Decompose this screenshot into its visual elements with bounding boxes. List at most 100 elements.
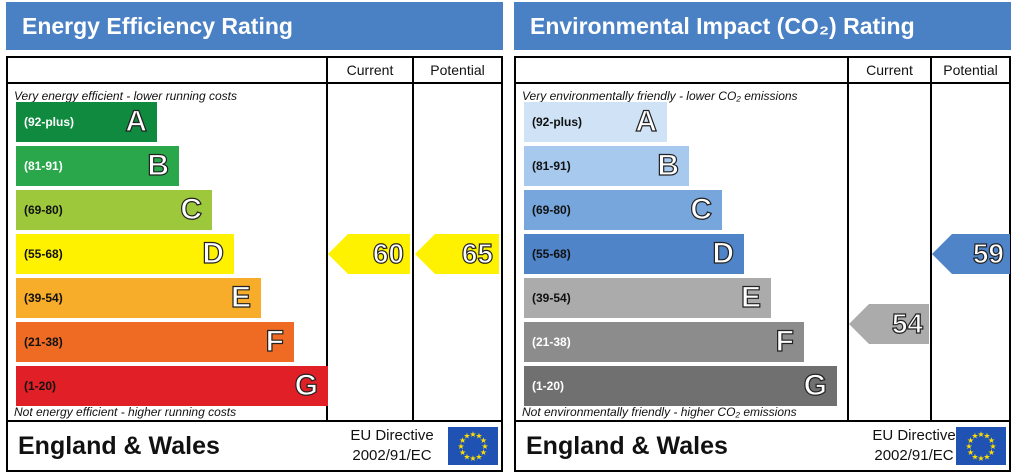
band-range-label: (69-80) xyxy=(24,203,63,217)
arrow-shape xyxy=(415,234,499,274)
eu-stars: ★★★★★★★★★★★★ xyxy=(457,430,488,463)
band-c: (69-80) C xyxy=(16,190,212,230)
footer-region: England & Wales xyxy=(18,432,220,460)
star-icon: ★ xyxy=(463,452,470,461)
band-range-label: (21-38) xyxy=(532,335,571,349)
star-icon: ★ xyxy=(965,442,972,451)
current-column-header: Current xyxy=(346,62,394,78)
band-letter: G xyxy=(803,368,828,402)
potential-column-header: Potential xyxy=(943,62,998,78)
current-rating-arrow: 60 xyxy=(328,234,410,274)
band-letter: D xyxy=(712,236,735,270)
band-range-label: (81-91) xyxy=(24,159,63,173)
band-letter: F xyxy=(265,324,285,358)
bottom-scale-note: Not energy efficient - higher running co… xyxy=(14,405,237,419)
arrow-shape xyxy=(932,234,1010,274)
directive-line-1: EU Directive xyxy=(350,427,434,444)
band-a: (92-plus) A xyxy=(524,102,667,142)
column-divider xyxy=(930,58,932,420)
band-b: (81-91) B xyxy=(16,146,179,186)
panel-title: Environmental Impact (CO₂) Rating xyxy=(514,2,1011,50)
star-icon: ★ xyxy=(988,436,995,445)
band-range-label: (69-80) xyxy=(532,203,571,217)
band-range-label: (1-20) xyxy=(24,379,57,393)
band-a: (92-plus) A xyxy=(16,102,157,142)
arrow-shape xyxy=(849,304,929,344)
band-g: (1-20) G xyxy=(16,366,328,406)
footer: England & Wales EU Directive 2002/91/EC … xyxy=(514,422,1011,472)
star-icon: ★ xyxy=(459,448,466,457)
current-rating-arrow: 54 xyxy=(849,304,929,344)
potential-rating-value: 65 xyxy=(461,237,493,269)
star-icon: ★ xyxy=(971,452,978,461)
current-arrow-polygon xyxy=(328,234,410,274)
eu-flag-icon: ★ ★ ★ ★ ★ ★ ★ ★ ★ ★ ★ ★ xyxy=(448,427,498,465)
band-range-label: (55-68) xyxy=(532,247,571,261)
star-icon: ★ xyxy=(977,454,984,463)
environmental-impact-panel: Environmental Impact (CO₂) Rating Curren… xyxy=(514,0,1011,473)
star-icon: ★ xyxy=(475,452,482,461)
star-icon: ★ xyxy=(967,436,974,445)
band-letter: A xyxy=(125,104,148,138)
band-range-label: (92-plus) xyxy=(24,115,75,129)
band-letter: F xyxy=(775,324,795,358)
energy-efficiency-panel: Energy Efficiency Rating Current Potenti… xyxy=(6,0,503,473)
potential-rating-arrow: 65 xyxy=(415,234,499,274)
band-letter: A xyxy=(635,104,658,138)
directive-line-2: 2002/91/EC xyxy=(352,447,432,464)
band-letter: B xyxy=(657,148,680,182)
arrow-shape xyxy=(328,234,410,274)
star-icon: ★ xyxy=(463,432,470,441)
band-range-label: (81-91) xyxy=(532,159,571,173)
star-icon: ★ xyxy=(977,430,984,439)
band-letter: G xyxy=(294,368,319,402)
footer-directive: EU Directive 2002/91/EC xyxy=(856,426,972,466)
star-icon: ★ xyxy=(989,442,996,451)
star-icon: ★ xyxy=(469,430,476,439)
footer: England & Wales EU Directive 2002/91/EC … xyxy=(6,422,503,472)
band-range-label: (55-68) xyxy=(24,247,63,261)
star-icon: ★ xyxy=(983,432,990,441)
directive-line-1: EU Directive xyxy=(872,427,956,444)
band-d: (55-68) D xyxy=(16,234,234,274)
band-letter: E xyxy=(740,280,761,314)
potential-arrow-polygon xyxy=(932,234,1010,274)
potential-column-header: Potential xyxy=(430,62,485,78)
header-divider xyxy=(516,82,1009,84)
current-rating-value: 60 xyxy=(372,237,404,269)
band-c: (69-80) C xyxy=(524,190,722,230)
star-icon: ★ xyxy=(480,436,487,445)
band-letter: E xyxy=(230,280,251,314)
current-column-header: Current xyxy=(866,62,913,78)
band-range-label: (92-plus) xyxy=(532,115,583,129)
band-e: (39-54) E xyxy=(524,278,771,318)
star-icon: ★ xyxy=(971,432,978,441)
star-icon: ★ xyxy=(988,448,995,457)
top-scale-note: Very energy efficient - lower running co… xyxy=(14,89,237,103)
band-letter: D xyxy=(202,236,225,270)
potential-rating-value: 59 xyxy=(972,237,1004,269)
column-divider xyxy=(326,58,328,420)
current-rating-value: 54 xyxy=(891,307,923,339)
directive-line-2: 2002/91/EC xyxy=(874,447,954,464)
star-icon: ★ xyxy=(480,448,487,457)
current-arrow-polygon xyxy=(849,304,929,344)
column-divider xyxy=(847,58,849,420)
eu-stars: ★★★★★★★★★★★★ xyxy=(965,430,996,463)
panel-title: Energy Efficiency Rating xyxy=(6,2,503,50)
potential-arrow-polygon xyxy=(415,234,499,274)
band-g: (1-20) G xyxy=(524,366,837,406)
band-range-label: (1-20) xyxy=(532,379,565,393)
top-scale-note: Very environmentally friendly - lower CO… xyxy=(522,89,798,103)
band-f: (21-38) F xyxy=(524,322,804,362)
footer-directive: EU Directive 2002/91/EC xyxy=(334,426,450,466)
band-d: (55-68) D xyxy=(524,234,744,274)
rating-grid: Current Potential Very environmentally f… xyxy=(514,56,1011,422)
band-range-label: (39-54) xyxy=(532,291,571,305)
star-icon: ★ xyxy=(469,454,476,463)
star-icon: ★ xyxy=(459,436,466,445)
star-icon: ★ xyxy=(983,452,990,461)
bottom-scale-note: Not environmentally friendly - higher CO… xyxy=(522,405,797,419)
star-icon: ★ xyxy=(481,442,488,451)
star-icon: ★ xyxy=(475,432,482,441)
